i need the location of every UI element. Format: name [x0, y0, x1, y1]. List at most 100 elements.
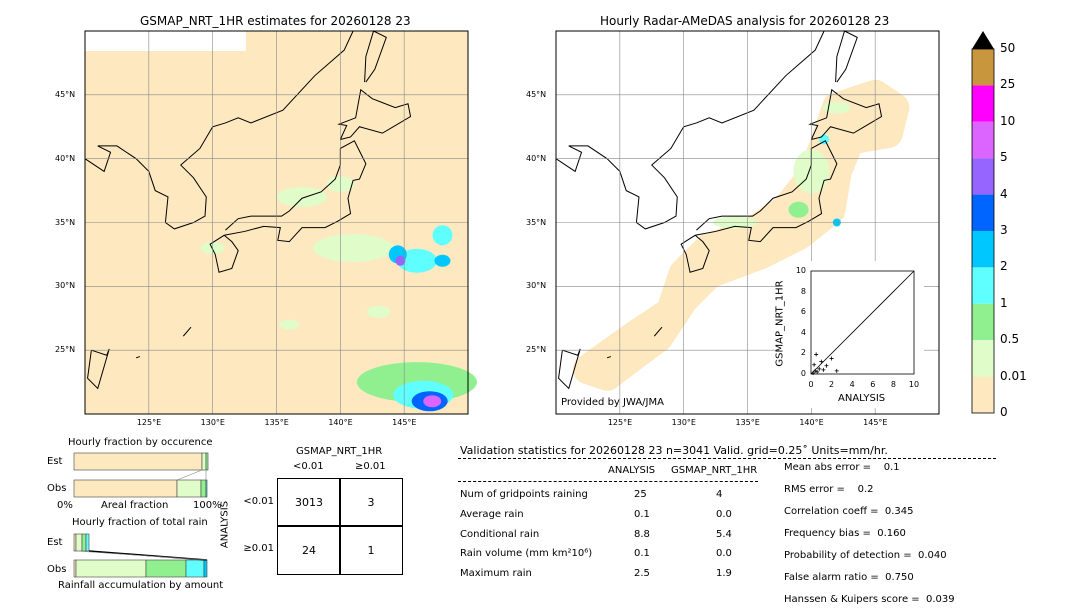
rain-area — [822, 101, 851, 114]
occ-x0: 0% — [57, 500, 73, 511]
scatter-point — [812, 362, 817, 367]
rain-area — [366, 305, 391, 318]
lat-tick-label: 40°N — [526, 153, 547, 163]
rain-area — [277, 186, 328, 207]
cont-cell-hit: 1 — [339, 525, 403, 575]
rain-area — [423, 395, 442, 408]
colorbar-segment — [972, 85, 994, 122]
score-line: Frequency bias = 0.160 — [784, 528, 906, 539]
score-line: Probability of detection = 0.040 — [784, 550, 947, 561]
colorbar-segment — [972, 158, 994, 195]
left-map-title: GSMAP_NRT_1HR estimates for 20260128 23 — [140, 14, 411, 28]
coastline — [209, 140, 367, 273]
lat-tick-label: 25°N — [55, 345, 76, 355]
inset-y-tick: 2 — [800, 348, 806, 358]
colorbar-segment — [972, 194, 994, 231]
scatter-point — [829, 356, 834, 361]
cont-cell-hit-none: 3013 — [277, 478, 341, 527]
inset-x-tick: 8 — [890, 380, 896, 389]
score-line: Hanssen & Kuipers score = 0.039 — [784, 594, 955, 605]
inset-y-tick: 8 — [800, 286, 806, 296]
stat-analysis-value: 8.8 — [634, 529, 650, 540]
coastline — [337, 88, 412, 141]
lon-tick-label: 135°E — [735, 418, 760, 427]
stat-row-label: Rain volume (mm km²10⁶) — [460, 548, 593, 559]
rain-area — [279, 319, 300, 330]
lon-tick-label: 125°E — [136, 418, 162, 427]
cont-col2: ≥0.01 — [355, 461, 386, 472]
lat-tick-label: 35°N — [526, 217, 547, 227]
lon-tick-label: 140°E — [799, 418, 824, 427]
no-data-region — [85, 31, 246, 51]
lat-tick-label: 25°N — [526, 345, 547, 355]
stat-row-label: Maximum rain — [460, 568, 532, 579]
stat-analysis-value: 2.5 — [634, 568, 650, 579]
rain-obs-bar — [185, 559, 205, 578]
scatter-point — [834, 368, 839, 373]
lat-tick-label: 40°N — [55, 153, 76, 163]
inset-y-tick: 4 — [800, 327, 806, 337]
stat-row-label: Num of gridpoints raining — [460, 489, 588, 500]
inset-x-tick: 0 — [808, 380, 814, 389]
rain-est-bar — [85, 533, 90, 552]
map-frame — [84, 30, 469, 415]
lon-tick-label: 145°E — [863, 418, 888, 427]
coastline — [558, 348, 581, 390]
cont-row2: ≥0.01 — [243, 543, 274, 554]
lat-tick-label: 30°N — [526, 281, 547, 291]
stat-analysis-value: 25 — [634, 489, 647, 500]
score-line: RMS error = 0.2 — [784, 484, 874, 495]
rain-area — [432, 225, 453, 246]
inset-xlabel: ANALYSIS — [838, 393, 886, 404]
inset-x-tick: 10 — [908, 380, 920, 389]
occ-obs-bar — [73, 479, 178, 498]
stat-analysis-value: 0.1 — [634, 548, 650, 559]
rain-obs-bar — [73, 559, 77, 578]
occ-obs-label: Obs — [47, 483, 67, 494]
stat-row-label: Average rain — [460, 509, 524, 520]
occurrence-title: Hourly fraction by occurence — [68, 437, 213, 448]
lon-tick-label: 140°E — [328, 418, 353, 427]
coastline — [84, 30, 354, 230]
occ-est-bar — [73, 452, 203, 471]
colorbar-label: 3 — [1000, 223, 1008, 237]
rain-obs-bar — [203, 559, 208, 578]
rain-obs-bar — [75, 559, 147, 578]
cont-row1: <0.01 — [243, 496, 274, 507]
colorbar-segment — [972, 121, 994, 159]
coastline — [555, 30, 825, 230]
scatter-point — [814, 352, 819, 357]
map-frame — [555, 30, 940, 415]
lon-tick-label: 130°E — [200, 418, 225, 427]
rain-obs-bar — [145, 559, 187, 578]
colorbar-label: 50 — [1000, 41, 1016, 55]
rain-area — [396, 248, 437, 273]
stats-col-gsmap: GSMAP_NRT_1HR — [671, 465, 758, 476]
coastline — [680, 140, 838, 273]
colorbar-label: 25 — [1000, 77, 1016, 92]
colorbar-segment — [972, 267, 994, 304]
stat-gsmap-value: 0.0 — [716, 548, 732, 559]
occ-xlabel: Areal fraction — [101, 500, 169, 511]
lat-tick-label: 45°N — [55, 89, 76, 99]
rain-est-label: Est — [47, 537, 63, 548]
cont-cell-false-alarm: 3 — [339, 478, 403, 527]
rain-obs-label: Obs — [47, 564, 67, 575]
occ-obs-bar — [176, 479, 202, 498]
rain-est-bar — [75, 533, 83, 552]
coastline — [808, 88, 883, 141]
left-map — [84, 30, 477, 415]
colorbar-label: 1 — [1000, 295, 1008, 310]
coastline — [87, 348, 110, 390]
scatter-point — [817, 366, 822, 371]
rain-area — [395, 255, 406, 266]
scatter-point — [824, 363, 829, 368]
colorbar-segment — [972, 376, 994, 413]
rain-xlabel: Rainfall accumulation by amount — [58, 580, 224, 591]
rain-area — [313, 234, 394, 263]
lon-tick-label: 125°E — [607, 418, 633, 427]
lon-tick-label: 130°E — [671, 418, 696, 427]
cont-title: GSMAP_NRT_1HR — [296, 446, 383, 457]
rain-area — [434, 254, 451, 267]
